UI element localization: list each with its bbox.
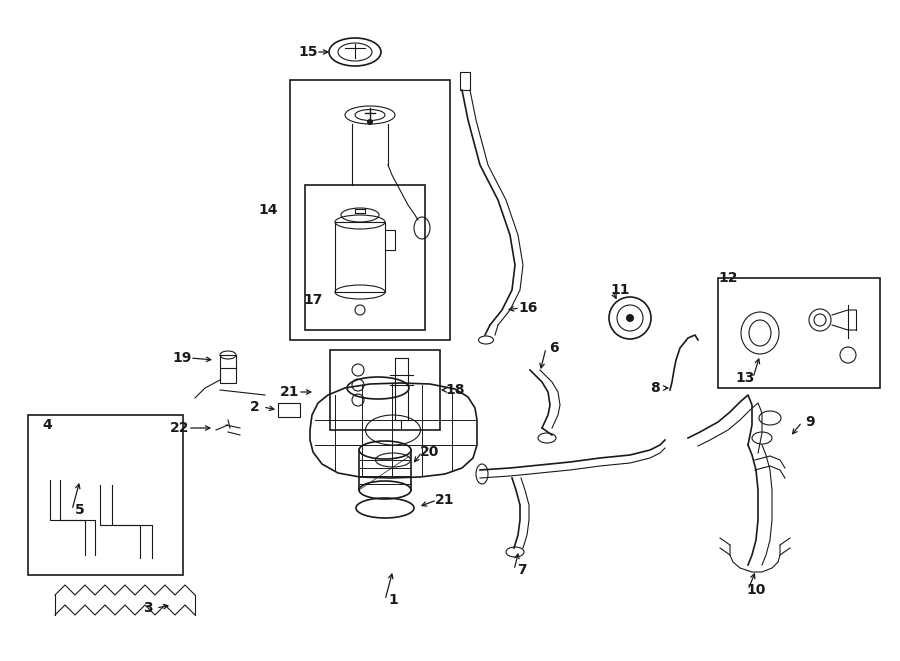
- Text: 16: 16: [518, 301, 537, 315]
- Text: 13: 13: [735, 371, 755, 385]
- Text: 4: 4: [42, 418, 52, 432]
- Bar: [305, 185, 425, 330]
- Text: 21: 21: [436, 493, 454, 507]
- Bar: [290, 80, 450, 340]
- Text: 18: 18: [446, 383, 464, 397]
- Text: 14: 14: [258, 203, 278, 217]
- Circle shape: [367, 119, 373, 125]
- Text: 11: 11: [610, 283, 630, 297]
- Bar: [330, 350, 440, 430]
- Text: 6: 6: [549, 341, 559, 355]
- Text: 12: 12: [718, 271, 738, 285]
- Text: 9: 9: [806, 415, 814, 429]
- Bar: [220, 355, 236, 383]
- Bar: [28, 415, 183, 575]
- Text: 22: 22: [170, 421, 190, 435]
- Bar: [460, 72, 470, 90]
- Text: 20: 20: [420, 445, 440, 459]
- Text: 1: 1: [388, 593, 398, 607]
- Bar: [335, 222, 385, 292]
- Circle shape: [626, 314, 634, 322]
- Text: 10: 10: [746, 583, 766, 597]
- Text: 15: 15: [298, 45, 318, 59]
- Text: 21: 21: [280, 385, 300, 399]
- Text: 5: 5: [75, 503, 85, 517]
- Text: 3: 3: [143, 601, 153, 615]
- Bar: [278, 403, 300, 417]
- Text: 8: 8: [650, 381, 660, 395]
- Bar: [718, 278, 880, 388]
- Text: 2: 2: [250, 400, 260, 414]
- Text: 17: 17: [303, 293, 323, 307]
- Text: 7: 7: [518, 563, 526, 577]
- Text: 19: 19: [172, 351, 192, 365]
